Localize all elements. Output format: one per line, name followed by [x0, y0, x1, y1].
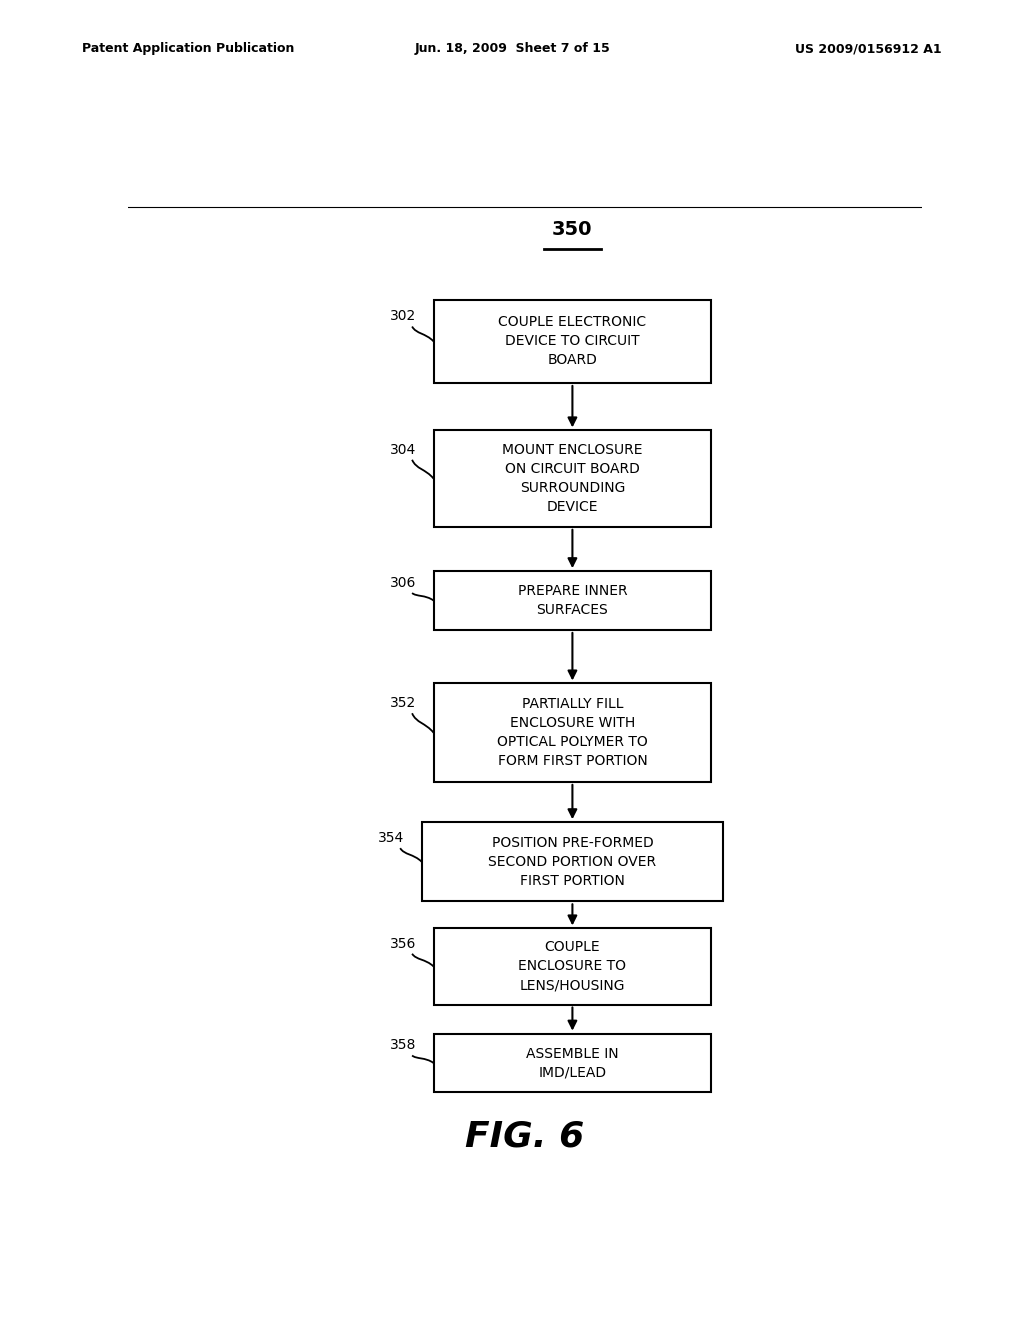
- Bar: [433, 300, 712, 383]
- Bar: [433, 684, 712, 781]
- Bar: [422, 822, 723, 902]
- Text: PARTIALLY FILL
ENCLOSURE WITH
OPTICAL POLYMER TO
FORM FIRST PORTION: PARTIALLY FILL ENCLOSURE WITH OPTICAL PO…: [497, 697, 648, 768]
- Text: 358: 358: [390, 1039, 417, 1052]
- Text: 354: 354: [378, 832, 404, 845]
- Text: 304: 304: [390, 442, 416, 457]
- Text: 302: 302: [390, 309, 416, 323]
- Text: 306: 306: [390, 576, 417, 590]
- Text: 350: 350: [552, 220, 593, 239]
- Text: US 2009/0156912 A1: US 2009/0156912 A1: [796, 42, 942, 55]
- Text: COUPLE
ENCLOSURE TO
LENS/HOUSING: COUPLE ENCLOSURE TO LENS/HOUSING: [518, 940, 627, 993]
- Text: 352: 352: [390, 696, 416, 710]
- Text: Patent Application Publication: Patent Application Publication: [82, 42, 294, 55]
- Bar: [433, 1034, 712, 1093]
- Bar: [433, 430, 712, 527]
- Text: ASSEMBLE IN
IMD/LEAD: ASSEMBLE IN IMD/LEAD: [526, 1047, 618, 1080]
- Text: MOUNT ENCLOSURE
ON CIRCUIT BOARD
SURROUNDING
DEVICE: MOUNT ENCLOSURE ON CIRCUIT BOARD SURROUN…: [502, 444, 643, 513]
- Text: COUPLE ELECTRONIC
DEVICE TO CIRCUIT
BOARD: COUPLE ELECTRONIC DEVICE TO CIRCUIT BOAR…: [499, 315, 646, 367]
- Text: 356: 356: [390, 937, 417, 950]
- Bar: [433, 928, 712, 1005]
- Text: Jun. 18, 2009  Sheet 7 of 15: Jun. 18, 2009 Sheet 7 of 15: [414, 42, 610, 55]
- Text: FIG. 6: FIG. 6: [465, 1119, 585, 1154]
- Bar: [433, 572, 712, 630]
- Text: POSITION PRE-FORMED
SECOND PORTION OVER
FIRST PORTION: POSITION PRE-FORMED SECOND PORTION OVER …: [488, 836, 656, 887]
- Text: PREPARE INNER
SURFACES: PREPARE INNER SURFACES: [517, 583, 628, 616]
